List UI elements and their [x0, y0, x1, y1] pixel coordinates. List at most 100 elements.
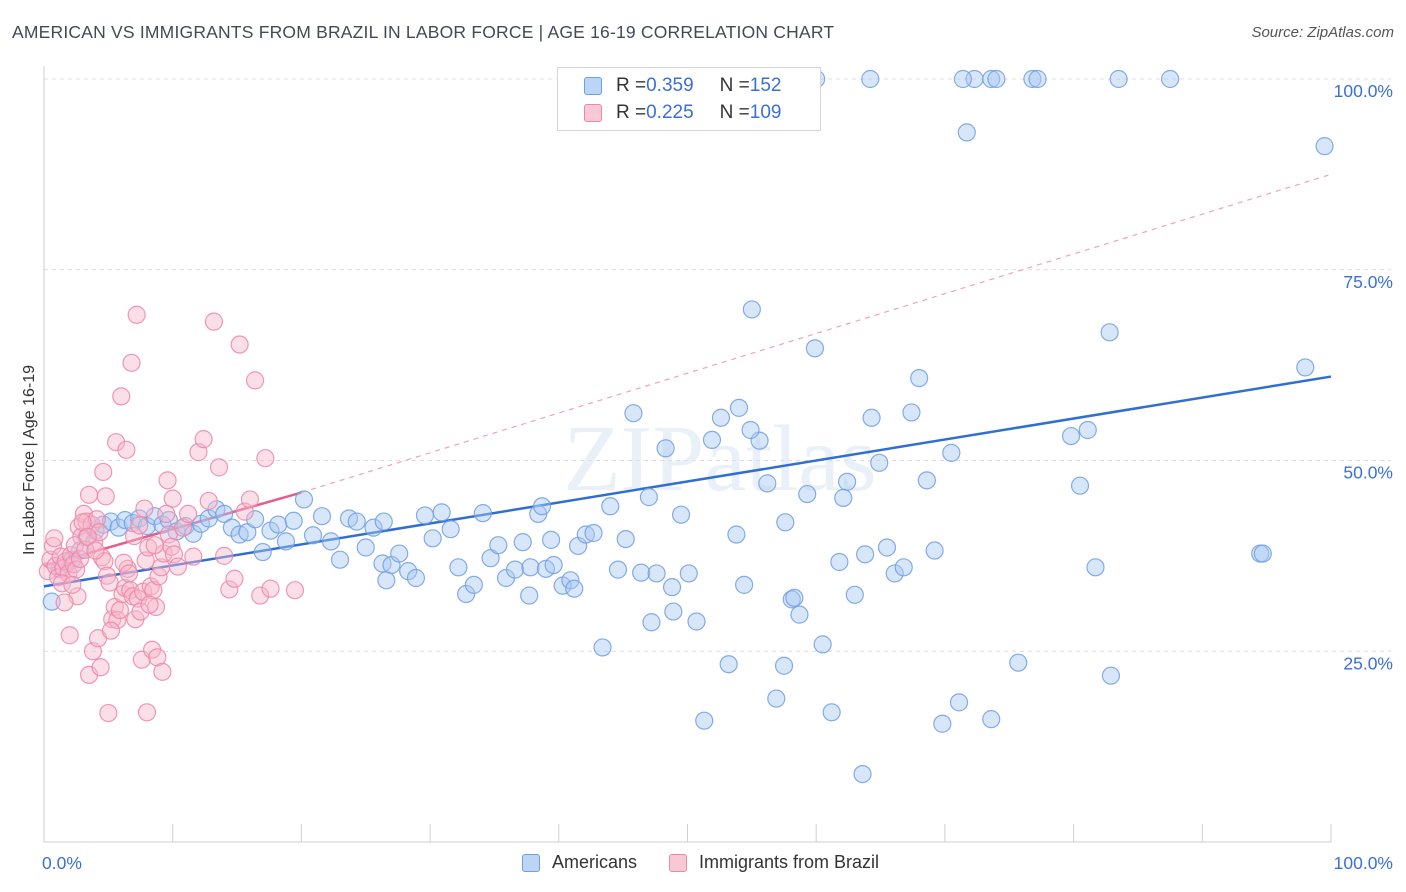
americans-point — [687, 612, 706, 631]
americans-points — [42, 69, 1334, 784]
americans-point — [565, 579, 584, 598]
americans-point — [624, 404, 643, 423]
y-tick-label: 25.0% — [1343, 653, 1393, 673]
brazil-point — [168, 557, 187, 576]
brazil-point — [135, 499, 154, 518]
americans-point — [925, 541, 944, 560]
americans-point — [910, 368, 929, 388]
americans-point — [321, 532, 341, 551]
brazil-point — [119, 564, 139, 583]
n-label: N = — [719, 102, 750, 123]
americans-point — [1070, 476, 1090, 495]
americans-point — [294, 490, 314, 509]
americans-point — [711, 408, 731, 427]
americans-point — [894, 558, 913, 577]
americans-point — [1253, 544, 1272, 563]
y-tick-label: 75.0% — [1343, 272, 1393, 292]
americans-point — [957, 123, 976, 142]
americans-point — [541, 530, 561, 549]
brazil-point — [153, 662, 172, 681]
americans-point — [642, 613, 661, 632]
brazil-point — [65, 536, 84, 555]
brazil-point — [99, 703, 118, 723]
brazil-point — [256, 449, 275, 468]
brazil-point — [130, 516, 149, 535]
americans-point — [639, 488, 658, 507]
legend-item-brazil[interactable]: Immigrants from Brazil — [669, 852, 879, 873]
axes — [43, 66, 1332, 843]
brazil-point — [163, 489, 182, 508]
x-tick-label: 100.0% — [1334, 853, 1393, 873]
brazil-point — [106, 433, 126, 452]
americans-point — [584, 523, 603, 543]
legend-row-americans: R = 0.359 N = 152 — [584, 74, 781, 98]
brazil-swatch — [584, 104, 602, 122]
r-label: R = — [616, 75, 647, 96]
r-label: R = — [616, 102, 647, 123]
americans-point — [406, 568, 426, 588]
brazil-point — [157, 504, 176, 524]
brazil-point — [230, 335, 249, 354]
americans-point — [505, 560, 525, 579]
americans-point — [885, 564, 904, 583]
americans-point — [432, 503, 451, 522]
americans-point — [671, 505, 691, 524]
americans-point — [520, 586, 539, 605]
brazil-point — [220, 580, 239, 599]
brazil-point — [140, 595, 159, 614]
americans-point — [399, 562, 418, 581]
brazil-point — [137, 703, 157, 722]
y-tick-label: 50.0% — [1343, 463, 1393, 483]
brazil-point — [158, 471, 177, 490]
y-tick-label: 100.0% — [1334, 81, 1393, 101]
brazil-point — [117, 440, 136, 459]
americans-point — [521, 558, 540, 577]
americans-point — [632, 563, 651, 582]
brazil-point — [45, 529, 64, 548]
americans-point — [364, 518, 383, 537]
americans-point — [184, 524, 203, 543]
americans-point — [742, 300, 761, 319]
americans-point — [356, 538, 375, 557]
americans-point — [853, 764, 872, 784]
americans-swatch — [522, 853, 540, 872]
legend-row-brazil: R = 0.225 N = 109 — [584, 101, 781, 125]
americans-point — [473, 504, 492, 523]
americans-point — [245, 510, 265, 529]
americans-point — [679, 564, 698, 583]
americans-point — [949, 693, 969, 712]
americans-point — [576, 525, 595, 544]
series-legend: Americans Immigrants from Brazil — [522, 852, 911, 873]
americans-point — [856, 545, 875, 564]
brazil-point — [96, 487, 115, 506]
americans-point — [735, 575, 754, 594]
brazil-point — [70, 549, 90, 569]
americans-point — [1109, 69, 1128, 89]
legend-label: Immigrants from Brazil — [699, 852, 880, 872]
americans-trend-line — [43, 375, 1332, 588]
americans-point — [933, 714, 952, 733]
americans-point — [137, 517, 157, 536]
americans-point — [776, 513, 795, 532]
legend-item-americans[interactable]: Americans — [522, 852, 637, 873]
brazil-swatch — [669, 853, 688, 872]
americans-point — [1023, 69, 1042, 89]
brazil-point — [114, 553, 133, 572]
chart-title: AMERICAN VS IMMIGRANTS FROM BRAZIL IN LA… — [12, 22, 835, 42]
americans-point — [374, 512, 393, 531]
americans-point — [269, 515, 288, 534]
brazil-point — [122, 353, 141, 372]
grid-lines — [44, 78, 1391, 652]
brazil-point — [251, 586, 270, 605]
americans-point — [767, 689, 786, 708]
americans-point — [415, 506, 435, 525]
americans-point — [532, 497, 552, 516]
americans-point — [861, 69, 880, 89]
americans-point — [845, 585, 864, 604]
americans-point — [1296, 358, 1315, 377]
brazil-point — [179, 504, 198, 524]
americans-point — [1086, 558, 1105, 577]
americans-point — [877, 538, 897, 557]
americans-point — [330, 550, 350, 569]
americans-point — [42, 592, 61, 611]
